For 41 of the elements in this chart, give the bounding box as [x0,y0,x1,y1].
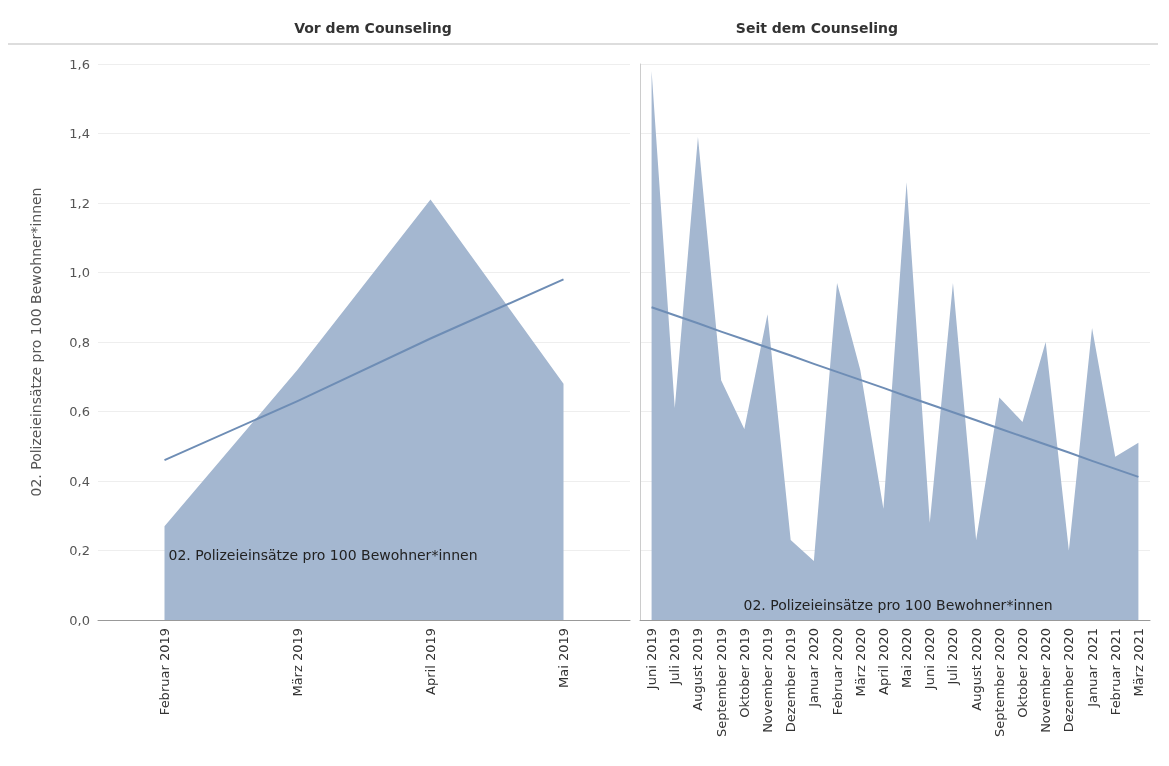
x-tick-label: Mai 2019 [556,628,571,689]
annotation: 02. Polizeieinsätze pro 100 Bewohner*innen [743,597,1053,613]
x-tick-label: Oktober 2020 [1015,628,1030,718]
x-tick-label: April 2019 [423,628,438,695]
y-tick-label: 0,6 [69,404,90,419]
x-tick-label: Februar 2021 [1107,628,1123,716]
x-tick-label: Februar 2019 [157,628,172,716]
x-tick-label: Oktober 2019 [736,628,752,718]
x-tick-label: März 2019 [290,628,305,697]
x-tick-label: Februar 2020 [829,628,845,716]
x-tick-label: Januar 2021 [1084,628,1100,708]
x-tick-label: April 2020 [875,628,891,695]
chart-title: Seit dem Counseling [735,20,898,36]
x-tick-label: Juni 2019 [644,628,660,691]
y-tick-label: 1,2 [69,195,90,211]
x-tick-label: Juni 2020 [922,628,938,691]
x-tick-label: Dezember 2020 [1061,628,1077,733]
x-tick-label: März 2020 [852,628,868,697]
y-axis-title: 02. Polizeieinsätze pro 100 Bewohner*innen [28,187,44,497]
line-series [163,278,565,462]
x-tick-label: August 2019 [690,628,706,711]
y-tick-label: 1,6 [69,56,90,72]
annotation: 02. Polizeieinsätze pro 100 Bewohner*innen [168,547,478,563]
x-tick-label: November 2019 [760,628,775,733]
x-tick-label: Mai 2020 [899,628,915,689]
x-tick-label: Juli 2020 [945,628,961,686]
x-tick-label: November 2020 [1038,628,1054,733]
x-tick-label: Dezember 2019 [783,628,799,733]
y-tick-label: 0,4 [69,473,90,489]
x-tick-label: Juli 2019 [667,628,683,686]
y-tick-label: 0,2 [69,543,90,558]
x-tick-label: März 2021 [1130,628,1146,697]
y-tick-label: 1,0 [69,265,90,280]
y-tick-label: 0,0 [69,612,90,628]
chart-title: Vor dem Counseling [294,20,452,36]
y-tick-label: 1,4 [69,126,90,141]
x-tick-label: September 2020 [991,628,1007,738]
y-tick-label: 0,8 [69,334,90,350]
x-tick-label: Januar 2020 [806,628,822,708]
x-tick-label: September 2019 [713,628,729,738]
x-tick-label: August 2020 [968,628,984,711]
